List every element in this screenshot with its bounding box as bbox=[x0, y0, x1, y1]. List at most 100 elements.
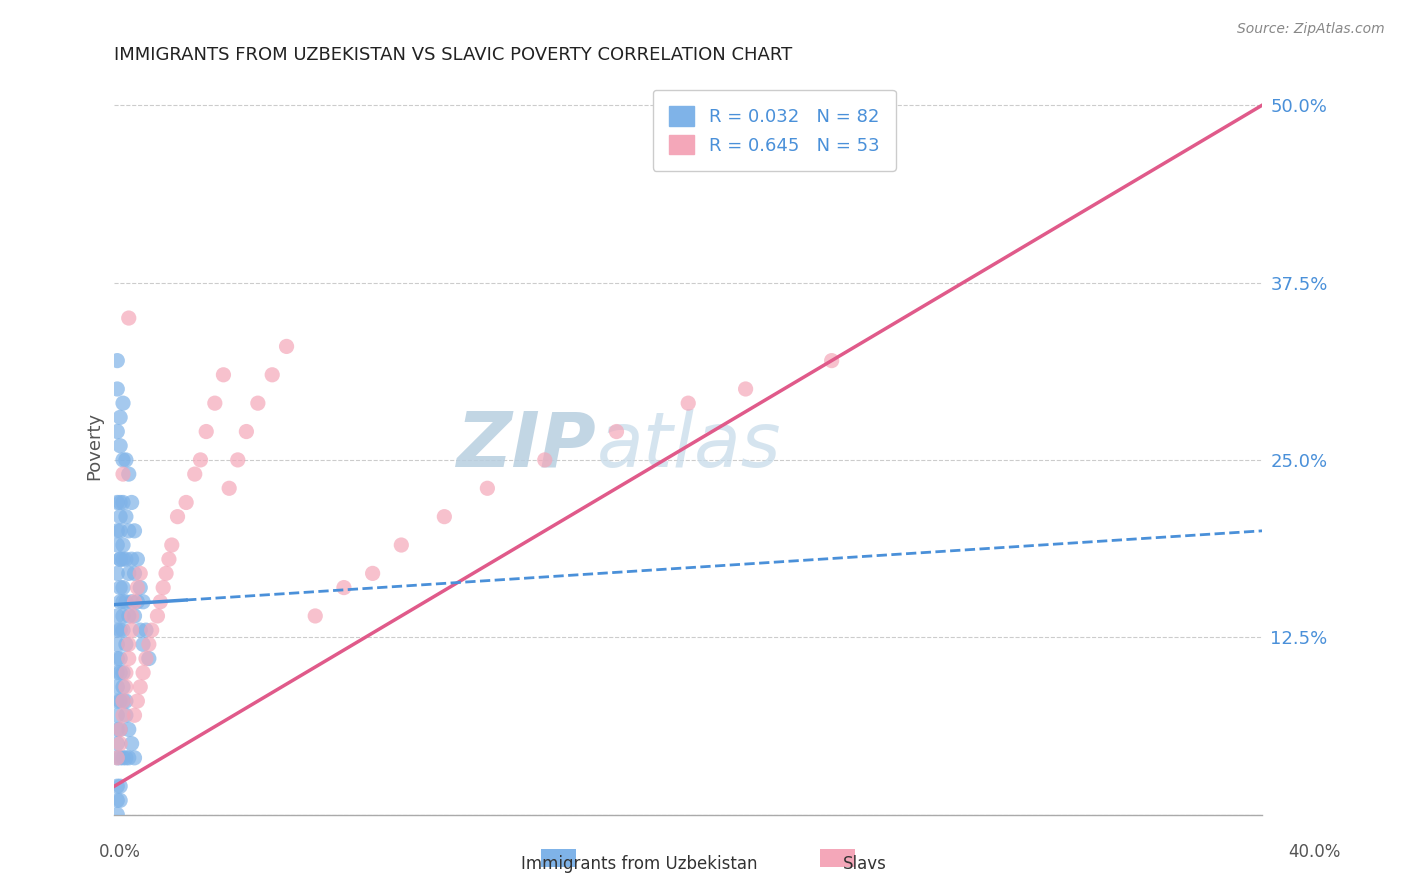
Point bbox=[124, 708, 146, 723]
Point bbox=[115, 595, 138, 609]
Point bbox=[124, 751, 146, 765]
Point bbox=[157, 552, 180, 566]
Point bbox=[111, 609, 134, 624]
Point bbox=[105, 353, 128, 368]
Point bbox=[105, 680, 128, 694]
Point bbox=[118, 651, 141, 665]
Point bbox=[105, 495, 128, 509]
Point bbox=[108, 410, 131, 425]
Point bbox=[433, 509, 456, 524]
Point bbox=[111, 495, 134, 509]
Point bbox=[127, 552, 149, 566]
Point bbox=[135, 623, 157, 637]
Point bbox=[111, 680, 134, 694]
Point bbox=[105, 694, 128, 708]
Point bbox=[111, 453, 134, 467]
Point bbox=[111, 694, 134, 708]
Point bbox=[138, 637, 160, 651]
Point bbox=[218, 481, 240, 495]
Point bbox=[146, 609, 169, 624]
Point bbox=[108, 524, 131, 538]
Point bbox=[105, 807, 128, 822]
Point bbox=[108, 552, 131, 566]
Text: atlas: atlas bbox=[596, 409, 780, 483]
Point bbox=[124, 524, 146, 538]
Point bbox=[121, 609, 143, 624]
Point bbox=[105, 779, 128, 793]
Point bbox=[111, 396, 134, 410]
Point bbox=[124, 609, 146, 624]
Point bbox=[124, 566, 146, 581]
Point bbox=[477, 481, 499, 495]
Point bbox=[118, 609, 141, 624]
Point bbox=[129, 623, 152, 637]
Point bbox=[105, 737, 128, 751]
Point bbox=[129, 566, 152, 581]
Point bbox=[132, 665, 155, 680]
Point bbox=[105, 665, 128, 680]
Point bbox=[105, 637, 128, 651]
Point bbox=[226, 453, 249, 467]
Point bbox=[111, 665, 134, 680]
Point bbox=[121, 737, 143, 751]
Point bbox=[166, 509, 188, 524]
Point bbox=[152, 581, 174, 595]
Point bbox=[155, 566, 177, 581]
Point bbox=[108, 651, 131, 665]
Point bbox=[389, 538, 412, 552]
Point bbox=[118, 751, 141, 765]
Point bbox=[533, 453, 555, 467]
Point bbox=[304, 609, 326, 624]
Point bbox=[111, 694, 134, 708]
Point bbox=[111, 581, 134, 595]
Point bbox=[138, 651, 160, 665]
Point bbox=[105, 751, 128, 765]
Point bbox=[115, 509, 138, 524]
Text: 0.0%: 0.0% bbox=[98, 843, 141, 861]
Point bbox=[111, 595, 134, 609]
Point bbox=[105, 623, 128, 637]
Text: ZIP: ZIP bbox=[457, 409, 596, 483]
Point bbox=[105, 793, 128, 807]
Point bbox=[105, 751, 128, 765]
Point bbox=[204, 396, 226, 410]
Point bbox=[246, 396, 269, 410]
Point bbox=[160, 538, 183, 552]
Point bbox=[121, 495, 143, 509]
Point bbox=[132, 595, 155, 609]
Point bbox=[115, 665, 138, 680]
Y-axis label: Poverty: Poverty bbox=[86, 412, 103, 480]
Point bbox=[111, 708, 134, 723]
Point bbox=[235, 425, 257, 439]
Point bbox=[132, 637, 155, 651]
Point bbox=[108, 723, 131, 737]
Point bbox=[333, 581, 356, 595]
Point bbox=[111, 751, 134, 765]
Point bbox=[105, 524, 128, 538]
Point bbox=[105, 723, 128, 737]
Point bbox=[115, 694, 138, 708]
Point bbox=[105, 708, 128, 723]
Point bbox=[105, 651, 128, 665]
Point bbox=[108, 509, 131, 524]
Point bbox=[121, 623, 143, 637]
Text: Slavs: Slavs bbox=[842, 855, 887, 872]
Point bbox=[121, 552, 143, 566]
Point bbox=[118, 311, 141, 326]
Point bbox=[115, 708, 138, 723]
Point bbox=[108, 665, 131, 680]
Point bbox=[115, 637, 138, 651]
Point bbox=[111, 467, 134, 481]
Text: Immigrants from Uzbekistan: Immigrants from Uzbekistan bbox=[522, 855, 758, 872]
Point bbox=[108, 623, 131, 637]
Point bbox=[108, 793, 131, 807]
Point bbox=[105, 566, 128, 581]
Text: IMMIGRANTS FROM UZBEKISTAN VS SLAVIC POVERTY CORRELATION CHART: IMMIGRANTS FROM UZBEKISTAN VS SLAVIC POV… bbox=[114, 46, 793, 64]
Point bbox=[115, 453, 138, 467]
Point bbox=[118, 566, 141, 581]
Point bbox=[127, 595, 149, 609]
Point bbox=[111, 552, 134, 566]
Point bbox=[276, 339, 298, 353]
Point bbox=[734, 382, 756, 396]
Point bbox=[121, 595, 143, 609]
